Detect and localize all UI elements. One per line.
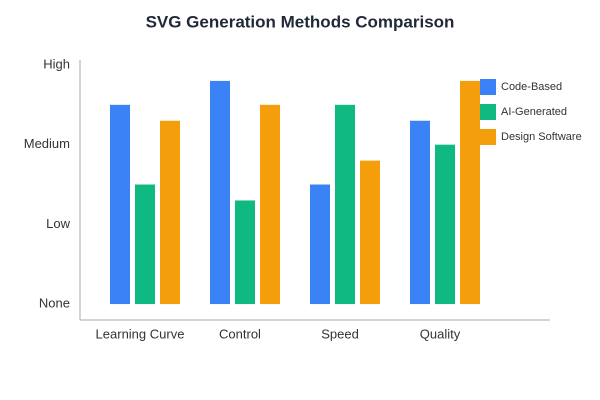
bar xyxy=(235,200,255,305)
bar xyxy=(135,184,155,305)
x-tick-label: Control xyxy=(219,326,261,341)
x-tick-label: Quality xyxy=(420,326,461,341)
y-tick-label: High xyxy=(43,56,70,71)
legend-label: AI-Generated xyxy=(501,106,567,118)
chart-title: SVG Generation Methods Comparison xyxy=(146,12,455,31)
bar xyxy=(210,80,230,305)
bar xyxy=(335,104,355,305)
legend-swatch xyxy=(480,129,496,145)
bar xyxy=(160,120,180,305)
x-tick-label: Speed xyxy=(321,326,359,341)
bar xyxy=(110,104,130,305)
bar xyxy=(360,160,380,305)
y-tick-label: Low xyxy=(46,216,70,231)
legend-label: Code-Based xyxy=(501,81,562,93)
bar xyxy=(260,104,280,305)
y-tick-label: Medium xyxy=(24,136,70,151)
legend-swatch xyxy=(480,79,496,95)
legend-swatch xyxy=(480,104,496,120)
bar xyxy=(410,120,430,305)
bar xyxy=(435,144,455,305)
bar xyxy=(460,80,480,305)
x-tick-label: Learning Curve xyxy=(96,326,185,341)
legend-label: Design Software xyxy=(501,131,582,143)
y-tick-label: None xyxy=(39,295,70,310)
bar xyxy=(310,184,330,305)
